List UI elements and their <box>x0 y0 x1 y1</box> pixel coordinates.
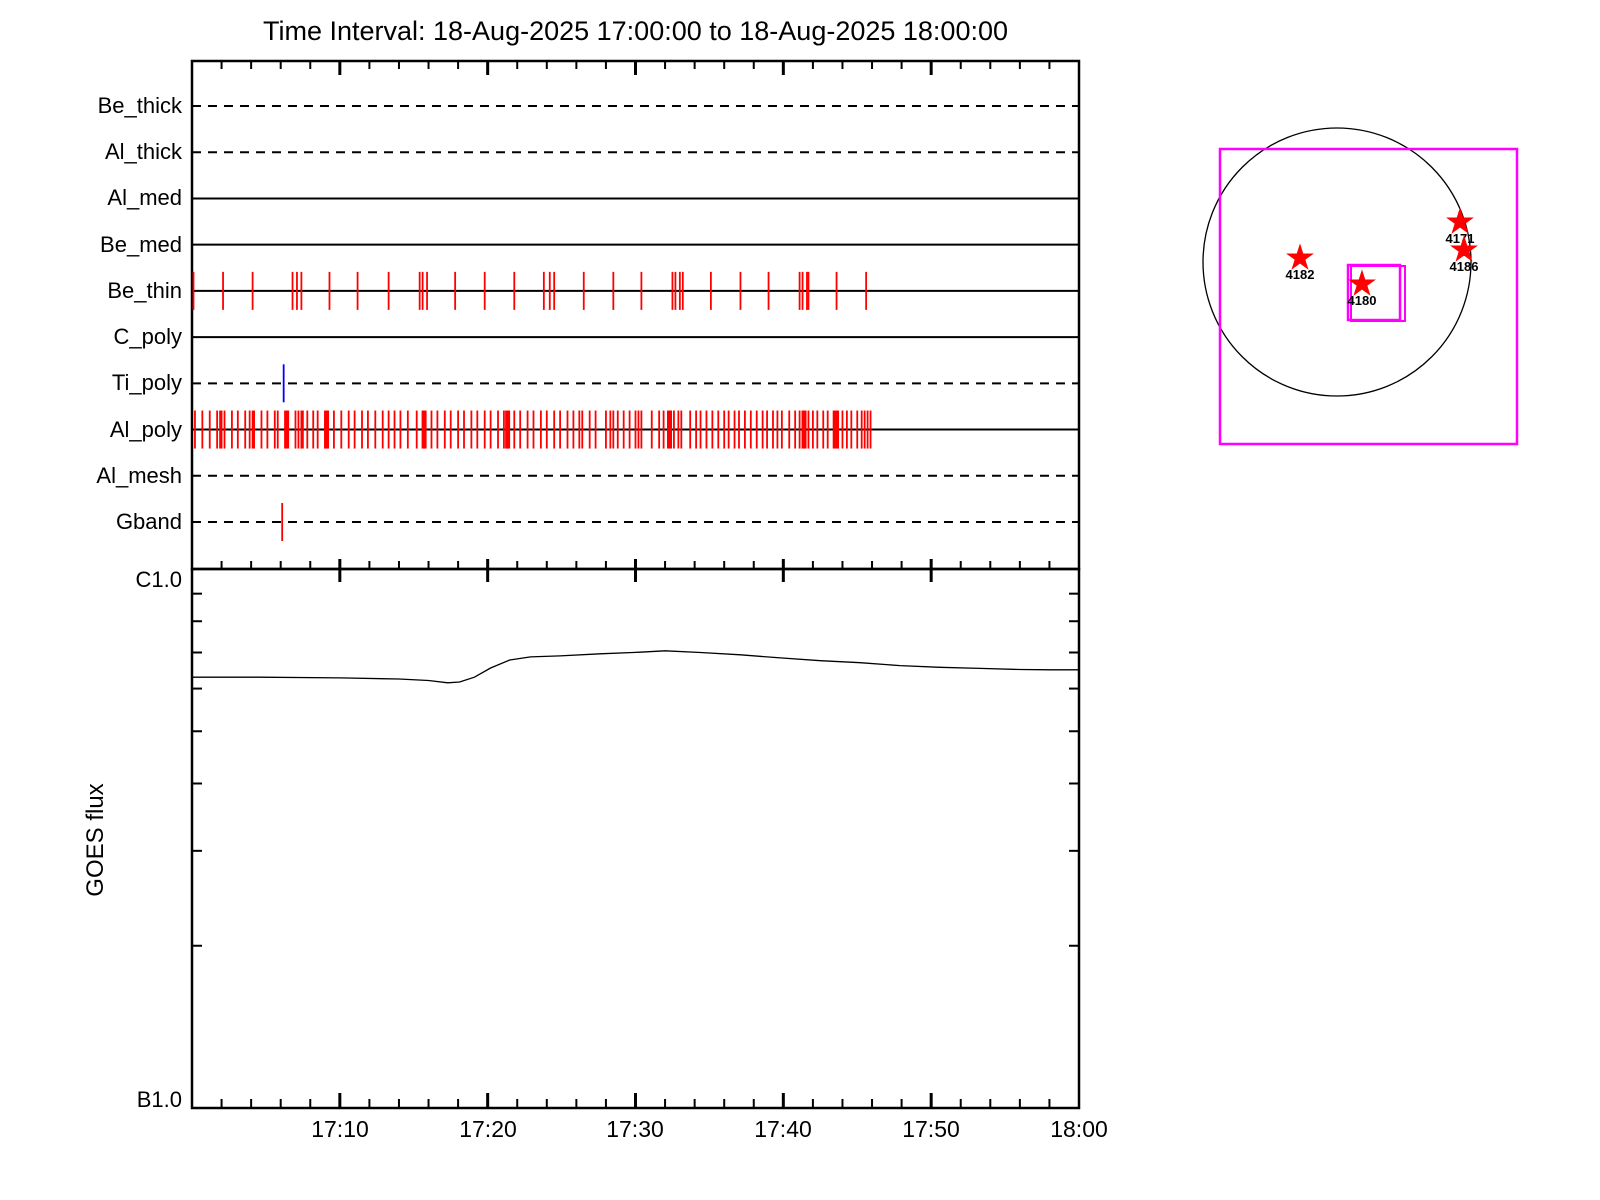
timeline-row-ti_poly <box>192 364 1079 403</box>
xtick-1720: 17:20 <box>459 1116 517 1142</box>
row-label-al-poly: Al_poly <box>109 417 182 442</box>
xtick-1800: 18:00 <box>1050 1116 1108 1142</box>
goes-flux-curve <box>192 650 1079 684</box>
region-label: 4186 <box>1450 259 1479 274</box>
active-region-4180: 4180 <box>1348 269 1377 308</box>
region-label: 4182 <box>1286 267 1315 282</box>
timeline-row-al_poly <box>192 410 1079 449</box>
region-label: 4171 <box>1446 231 1475 246</box>
active-region-star <box>1348 269 1376 296</box>
row-label-ti-poly: Ti_poly <box>111 370 182 395</box>
fov-inner-box <box>1350 265 1406 322</box>
timeline-frame <box>190 59 1081 571</box>
xtick-1750: 17:50 <box>902 1116 960 1142</box>
solar-map-panel: 4171 4186 4182 4180 <box>1202 127 1519 446</box>
active-region-4182: 4182 <box>1286 243 1315 282</box>
row-label-al-med: Al_med <box>107 185 182 210</box>
xtick-1730: 17:30 <box>606 1116 664 1142</box>
row-label-be-med: Be_med <box>100 232 182 257</box>
active-region-star <box>1286 243 1314 270</box>
active-region-star <box>1450 235 1478 262</box>
row-label-c-poly: C_poly <box>113 324 182 349</box>
goes-axis-title: GOES flux <box>82 783 109 897</box>
timeline-row-gband <box>192 502 1079 541</box>
active-region-star <box>1446 207 1474 234</box>
xtick-1740: 17:40 <box>754 1116 812 1142</box>
goes-ytick-bottom: B1.0 <box>136 1087 182 1112</box>
xtick-1710: 17:10 <box>311 1116 369 1142</box>
goes-frame <box>190 567 1081 1110</box>
region-label: 4180 <box>1348 293 1377 308</box>
timeline-row-be_thin <box>192 271 1079 310</box>
fov-outer-box <box>1218 147 1519 446</box>
goes-ytick-top: C1.0 <box>135 567 182 592</box>
active-region-4171: 4171 <box>1446 207 1475 246</box>
active-region-4186: 4186 <box>1450 235 1479 274</box>
row-label-gband: Gband <box>115 509 182 534</box>
solar-disk <box>1202 127 1472 397</box>
row-label-al-mesh: Al_mesh <box>96 463 182 488</box>
row-label-be-thick: Be_thick <box>97 93 182 118</box>
row-label-be-thin: Be_thin <box>107 278 182 303</box>
row-label-al-thick: Al_thick <box>104 139 182 164</box>
page-title: Time Interval: 18-Aug-2025 17:00:00 to 1… <box>262 16 1008 46</box>
timeline-panel <box>190 59 1081 582</box>
goes-panel <box>190 567 1081 1110</box>
